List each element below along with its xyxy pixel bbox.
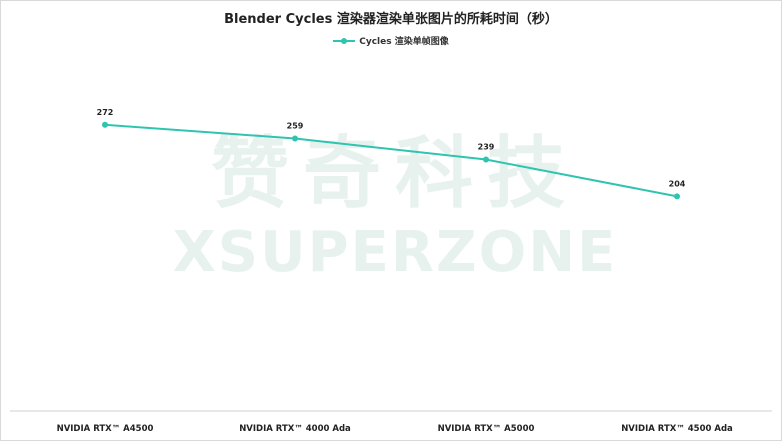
- legend-marker: [333, 37, 356, 45]
- legend-label: Cycles 渲染单帧图像: [359, 37, 449, 47]
- data-point: [292, 135, 298, 142]
- data-label: 204: [669, 179, 686, 188]
- chart-legend: Cycles 渲染单帧图像: [0, 34, 782, 47]
- data-point: [102, 121, 108, 128]
- series-line: [104, 123, 678, 198]
- x-tick-label: NVIDIA RTX™ 4500 Ada: [621, 424, 733, 434]
- data-label: 239: [478, 143, 495, 152]
- x-tick-label: NVIDIA RTX™ A5000: [438, 424, 535, 434]
- data-label: 259: [287, 121, 304, 130]
- x-tick-labels: NVIDIA RTX™ A4500 NVIDIA RTX™ 4000 Ada NVI…: [57, 424, 733, 434]
- series-layer: 272 259 239 204: [97, 108, 686, 200]
- x-tick-label: NVIDIA RTX™ 4000 Ada: [239, 424, 351, 434]
- data-point: [674, 193, 680, 200]
- x-tick-label: NVIDIA RTX™ A4500: [57, 424, 154, 434]
- data-label: 272: [97, 108, 114, 117]
- chart-title: Blender Cycles 渲染器渲染单张图片的所耗时间（秒）: [224, 12, 558, 27]
- data-point: [483, 156, 489, 163]
